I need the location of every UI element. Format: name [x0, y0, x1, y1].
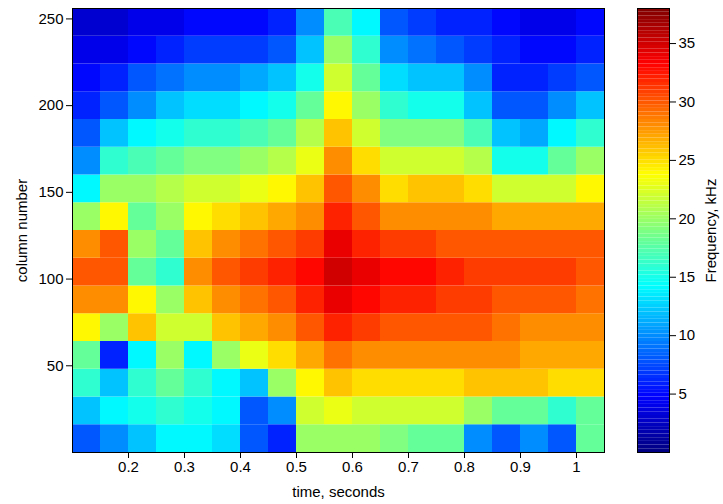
svg-text:0.7: 0.7 — [398, 458, 419, 475]
svg-text:250: 250 — [38, 10, 63, 27]
svg-text:1: 1 — [572, 458, 580, 475]
svg-text:0.5: 0.5 — [286, 458, 307, 475]
svg-text:100: 100 — [38, 270, 63, 287]
svg-text:25: 25 — [679, 151, 696, 168]
svg-text:10: 10 — [679, 326, 696, 343]
svg-text:time, seconds: time, seconds — [292, 483, 385, 500]
svg-text:Frequency, kHz: Frequency, kHz — [702, 179, 719, 283]
svg-text:20: 20 — [679, 210, 696, 227]
svg-text:35: 35 — [679, 34, 696, 51]
svg-text:0.2: 0.2 — [118, 458, 139, 475]
svg-text:0.6: 0.6 — [342, 458, 363, 475]
svg-text:150: 150 — [38, 183, 63, 200]
svg-text:column number: column number — [13, 179, 30, 282]
svg-text:0.9: 0.9 — [510, 458, 531, 475]
svg-text:30: 30 — [679, 93, 696, 110]
svg-text:0.4: 0.4 — [230, 458, 251, 475]
svg-text:0.3: 0.3 — [174, 458, 195, 475]
svg-text:0.8: 0.8 — [454, 458, 475, 475]
svg-text:200: 200 — [38, 96, 63, 113]
svg-text:50: 50 — [47, 357, 64, 374]
svg-text:5: 5 — [679, 385, 687, 402]
svg-text:15: 15 — [679, 268, 696, 285]
